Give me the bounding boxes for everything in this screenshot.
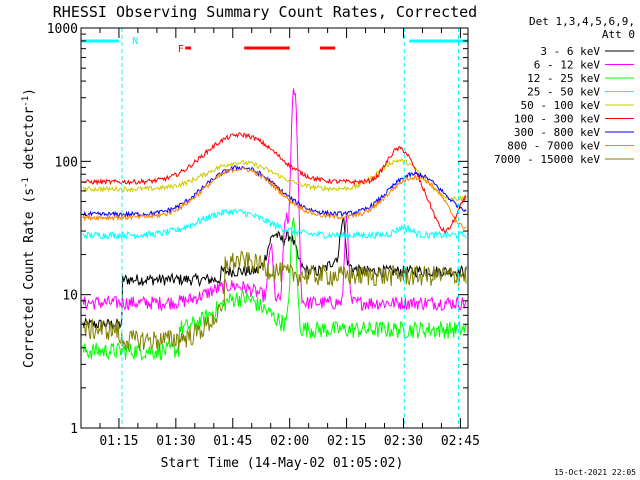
flare-marker-label: F (178, 44, 184, 55)
x-axis: 01:15 01:30 01:45 02:00 02:15 02:30 02:45 (80, 28, 480, 449)
series-line-5 (82, 132, 467, 234)
legend-label: 800 - 7000 keV (507, 140, 600, 153)
legend-label: 300 - 800 keV (514, 126, 600, 139)
series-line-7 (82, 166, 467, 230)
y-axis-label-sup1: -1 (21, 177, 31, 188)
series-line-8 (82, 250, 467, 352)
y-axis-label: Corrected Count Rate (s-1 detector-1) (21, 88, 37, 368)
x-tick-label: 01:30 (156, 434, 195, 449)
legend-label: 50 - 100 keV (521, 99, 601, 112)
y-axis-label-sup2: -1 (21, 96, 31, 107)
x-tick-label: 01:15 (99, 434, 138, 449)
legend-header-line1: Det 1,3,4,5,6,9, (529, 15, 635, 28)
series-layer (82, 88, 467, 362)
y-tick-label: 10 (62, 289, 78, 304)
x-tick-label: 02:00 (270, 434, 309, 449)
x-axis-label: Start Time (14-May-02 01:05:02) (161, 456, 404, 471)
y-axis-label-main: Corrected Count Rate (s (22, 188, 37, 368)
x-tick-label: 02:45 (441, 434, 480, 449)
series-line-3 (82, 208, 467, 240)
legend-header-line2: Att 0 (602, 28, 635, 41)
legend-label: 7000 - 15000 keV (494, 153, 600, 166)
series-line-4 (82, 158, 467, 203)
legend-label: 12 - 25 keV (527, 72, 600, 85)
night-marker-label: N (132, 36, 138, 47)
chart-title: RHESSI Observing Summary Count Rates, Co… (53, 3, 477, 21)
y-tick-label: 1000 (47, 22, 78, 37)
plot-frame (80, 27, 469, 429)
x-tick-label: 01:45 (213, 434, 252, 449)
footer-timestamp: 15-Oct-2021 22:05 (554, 468, 636, 477)
legend-label: 3 - 6 keV (540, 45, 600, 58)
legend-label: 25 - 50 keV (527, 86, 600, 99)
y-axis-label-mid: detector (22, 107, 37, 178)
legend-label: 6 - 12 keV (534, 59, 601, 72)
legend-label: 100 - 300 keV (514, 113, 600, 126)
x-tick-label: 02:15 (327, 434, 366, 449)
y-tick-label: 1 (70, 422, 78, 437)
y-axis: 1 10 100 1000 (47, 22, 468, 437)
y-axis-label-end: ) (22, 88, 37, 96)
y-tick-label: 100 (55, 155, 78, 170)
series-line-6 (82, 165, 467, 219)
series-line-1 (82, 88, 467, 312)
series-line-2 (82, 217, 467, 362)
x-tick-label: 02:30 (384, 434, 423, 449)
